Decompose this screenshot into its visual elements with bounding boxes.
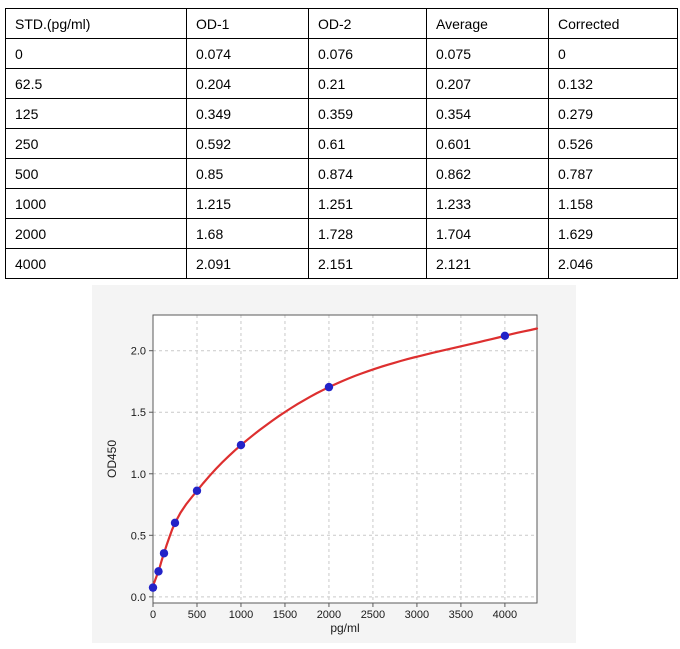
table-cell: 1.629 [548,218,678,249]
table-header-row: STD.(pg/ml) OD-1 OD-2 Average Corrected [5,8,678,39]
table-cell: 0.207 [426,68,549,99]
data-point [154,567,163,576]
x-tick-label: 3500 [449,609,473,621]
table-cell: 4000 [5,248,187,279]
y-axis-label: OD450 [105,440,119,478]
y-tick-label: 0.0 [131,592,146,604]
x-tick-label: 0 [150,609,156,621]
data-point [148,583,158,592]
table-cell: 1.704 [426,218,549,249]
x-tick-label: 3000 [405,609,429,621]
table-row: 1000 1.215 1.251 1.233 1.158 [5,188,678,219]
x-tick-label: 1000 [229,609,253,621]
table-cell: 2.151 [308,248,427,279]
table-cell: 2000 [5,218,187,249]
x-tick-label: 2500 [361,609,385,621]
table-cell: 250 [5,128,187,159]
standards-table: STD.(pg/ml) OD-1 OD-2 Average Corrected 0 0.0… [5,8,678,279]
standard-curve-chart: 0 500 1000 1500 2000 2500 3000 3500 4000 0.0 0.5 1.… [105,314,539,635]
table-cell: 0.874 [308,158,427,189]
table-cell: 0.076 [308,38,427,69]
table-header-cell: Average [426,8,549,39]
table-cell: 1.728 [308,218,427,249]
table-cell: 2.091 [186,248,309,279]
table-cell: 0.349 [186,98,309,129]
table-header-cell: STD.(pg/ml) [5,8,187,39]
table-header-cell: Corrected [548,8,678,39]
data-point [500,331,510,340]
table-cell: 1.68 [186,218,309,249]
table-cell: 0.279 [548,98,678,129]
table-cell: 1000 [5,188,187,219]
data-point [236,440,246,450]
table-cell: 2.121 [426,248,549,279]
table-cell: 500 [5,158,187,189]
y-tick-label: 2.0 [131,346,146,358]
table-row: 2000 1.68 1.728 1.704 1.629 [5,218,678,249]
table-cell: 1.158 [548,188,678,219]
table-cell: 0.592 [186,128,309,159]
table-cell: 0.787 [548,158,678,189]
table-row: 500 0.85 0.874 0.862 0.787 [5,158,678,189]
y-tick-label: 1.5 [131,407,146,419]
table-cell: 0.075 [426,38,549,69]
table-cell: 0.359 [308,98,427,129]
table-cell: 0.21 [308,68,427,99]
x-tick-label: 1500 [273,609,297,621]
table-cell: 0.354 [426,98,549,129]
data-point [324,382,334,392]
table-header-cell: OD-2 [308,8,427,39]
table-cell: 0.601 [426,128,549,159]
x-tick-label: 4000 [493,609,517,621]
table-cell: 0.074 [186,38,309,69]
table-cell: 0.85 [186,158,309,189]
x-axis-label: pg/ml [330,621,359,635]
table-cell: 1.215 [186,188,309,219]
table-cell: 0 [548,38,678,69]
table-cell: 62.5 [5,68,187,99]
data-point [192,486,202,495]
table-row: 250 0.592 0.61 0.601 0.526 [5,128,678,159]
table-header-cell: OD-1 [186,8,309,39]
data-point [170,518,180,528]
table-cell: 0.204 [186,68,309,99]
table-cell: 0.862 [426,158,549,189]
table-cell: 0.526 [548,128,678,159]
table-cell: 1.251 [308,188,427,219]
table-row: 4000 2.091 2.151 2.121 2.046 [5,248,678,279]
y-tick-label: 0.5 [131,530,146,542]
table-cell: 0.132 [548,68,678,99]
table-cell: 2.046 [548,248,678,279]
data-point [159,549,169,558]
table-cell: 0 [5,38,187,69]
table-row: 0 0.074 0.076 0.075 0 [5,38,678,69]
table-row: 62.5 0.204 0.21 0.207 0.132 [5,68,678,99]
table-cell: 1.233 [426,188,549,219]
table-row: 125 0.349 0.359 0.354 0.279 [5,98,678,129]
x-tick-label: 500 [188,609,206,621]
x-tick-label: 2000 [317,609,341,621]
table-cell: 125 [5,98,187,129]
plot-border [152,314,538,604]
standard-curve-figure: 0 500 1000 1500 2000 2500 3000 3500 4000 0.0 0.5 1.… [92,285,576,643]
plot-area [153,315,537,603]
y-tick-label: 1.0 [131,469,146,481]
table-cell: 0.61 [308,128,427,159]
